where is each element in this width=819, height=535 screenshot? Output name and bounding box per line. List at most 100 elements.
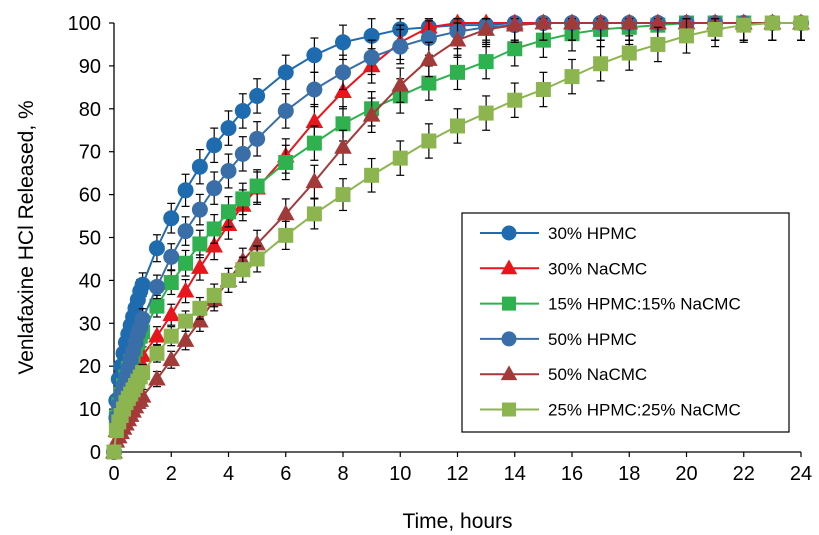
y-tick-label: 90 [79, 56, 101, 78]
legend-item: 30% HPMC [480, 224, 637, 243]
data-point [148, 240, 165, 257]
data-point [191, 258, 209, 274]
legend: 30% HPMC 30% NaCMC 15% HPMC:15% NaCMC 50% H… [461, 212, 790, 433]
data-point [206, 180, 223, 197]
data-point [135, 365, 151, 381]
data-point [507, 92, 523, 108]
data-point [178, 313, 194, 329]
data-point [249, 130, 266, 147]
y-tick-label: 0 [90, 442, 101, 464]
y-tick-label: 10 [79, 399, 101, 421]
data-point [334, 137, 352, 154]
x-axis-ticks: 0 2 4 6 8 10 12 14 16 18 20 22 24 [108, 452, 812, 485]
data-point [277, 64, 294, 81]
data-point [421, 133, 437, 149]
data-point [206, 287, 222, 303]
data-point [793, 15, 809, 31]
legend-marker [501, 225, 517, 241]
data-point [362, 105, 381, 122]
series-5 [106, 15, 809, 460]
data-point [248, 234, 266, 251]
x-tick-label: 14 [504, 463, 526, 485]
data-point [191, 158, 208, 175]
legend-label: 25% HPMC:25% NaCMC [548, 401, 741, 420]
x-tick-label: 8 [337, 463, 348, 485]
data-point [421, 75, 437, 91]
data-point [206, 137, 223, 154]
data-point [176, 281, 195, 298]
y-tick-label: 50 [79, 228, 101, 250]
data-point [148, 278, 165, 295]
legend-box [461, 212, 790, 433]
data-point [249, 178, 265, 194]
y-tick-label: 60 [79, 185, 101, 207]
data-point [163, 328, 179, 344]
data-point [234, 145, 251, 162]
legend-item: 50% HPMC [480, 330, 637, 349]
x-tick-label: 2 [166, 463, 177, 485]
data-point [178, 255, 194, 271]
data-point [276, 204, 295, 221]
y-axis-title: Venlafaxine HCl Released, % [15, 100, 38, 374]
x-tick-label: 22 [733, 463, 755, 485]
data-point [679, 28, 694, 44]
data-point [235, 191, 251, 207]
y-tick-label: 100 [68, 13, 101, 35]
legend-label: 30% NaCMC [548, 259, 647, 278]
data-point [620, 13, 639, 30]
data-point [205, 236, 223, 253]
data-point [235, 262, 251, 278]
data-point [306, 81, 323, 98]
data-point [535, 81, 551, 97]
legend-item: 30% NaCMC [480, 259, 647, 278]
data-point [134, 311, 151, 328]
data-point [335, 116, 351, 132]
x-tick-label: 0 [108, 463, 119, 485]
data-point [364, 167, 380, 183]
data-point [149, 298, 165, 314]
data-point [707, 21, 723, 37]
data-point [306, 135, 322, 151]
data-point [649, 13, 667, 30]
y-tick-label: 80 [79, 99, 101, 121]
data-point [392, 150, 408, 166]
data-point [736, 17, 752, 33]
data-point [148, 326, 166, 343]
legend-marker [501, 331, 517, 347]
data-point [478, 105, 494, 121]
y-tick-label: 70 [79, 142, 101, 164]
legend-marker [502, 296, 516, 311]
data-point [450, 64, 465, 80]
data-point [306, 206, 322, 222]
data-point [507, 41, 523, 57]
data-point [221, 204, 236, 220]
data-point [363, 49, 380, 66]
data-point [334, 82, 352, 99]
data-point [591, 13, 610, 30]
data-point [177, 182, 194, 199]
data-point [221, 272, 236, 288]
data-point [163, 248, 180, 265]
legend-item: 15% HPMC:15% NaCMC [480, 295, 741, 314]
data-point [277, 102, 294, 119]
data-point [306, 47, 323, 64]
data-point [335, 64, 351, 81]
data-point [163, 275, 179, 291]
data-point [176, 331, 195, 347]
plot-series [105, 13, 810, 460]
data-point [162, 350, 181, 367]
data-point [593, 56, 609, 72]
data-point [621, 45, 637, 61]
legend-marker [502, 402, 516, 417]
x-tick-label: 24 [790, 463, 812, 485]
data-point [177, 223, 194, 240]
data-point [192, 300, 208, 316]
y-tick-label: 40 [79, 270, 101, 292]
data-point [249, 87, 266, 104]
legend-label: 50% NaCMC [548, 365, 647, 384]
legend-marker [500, 365, 518, 381]
data-point [163, 210, 180, 227]
data-point [134, 276, 151, 293]
legend-item: 25% HPMC:25% NaCMC [480, 401, 741, 420]
